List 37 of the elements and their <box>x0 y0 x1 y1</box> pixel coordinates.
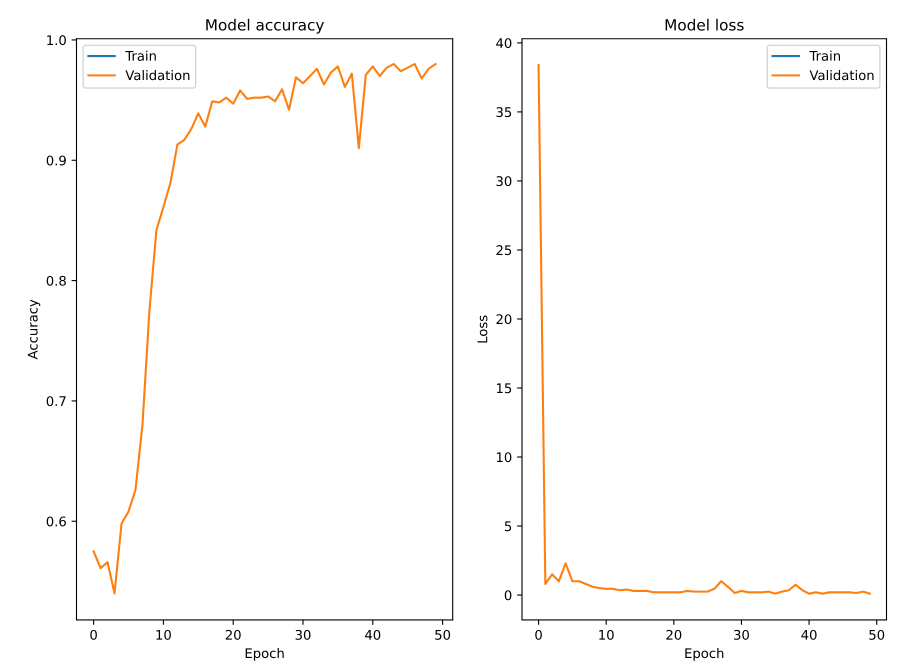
y-tick-label: 15 <box>496 383 512 394</box>
y-tick-label: 0.8 <box>46 276 66 286</box>
x-tick-label: 20 <box>226 630 241 640</box>
x-tick-label: 30 <box>296 630 311 640</box>
y-tick-label: 25 <box>496 245 512 256</box>
y-axis-title: Accuracy <box>28 300 40 360</box>
y-axis-title: Loss <box>478 315 488 342</box>
y-tick-label: 30 <box>496 176 512 186</box>
x-tick-label: 20 <box>666 630 682 640</box>
y-tick-label: 20 <box>496 314 512 324</box>
line-series <box>92 62 437 594</box>
y-tick-label: 0.7 <box>46 396 66 406</box>
y-tick-label: 1.0 <box>47 35 66 46</box>
y-tick-label: 35 <box>496 107 512 118</box>
chart-title: Model accuracy <box>206 18 324 34</box>
x-tick-label: 30 <box>734 630 749 640</box>
legend-label: Validation <box>810 70 874 80</box>
x-axis-title: Epoch <box>246 648 284 661</box>
chart-title: Model loss <box>666 18 744 31</box>
y-tick-label: 0.6 <box>46 516 66 526</box>
y-tick-label: 10 <box>496 452 512 462</box>
legend-label: Train <box>125 50 156 61</box>
y-tick-label: 5 <box>504 521 512 532</box>
legend-label: Validation <box>125 70 190 80</box>
x-tick-label: 50 <box>869 630 884 640</box>
x-axis-title: Epoch <box>685 648 724 661</box>
x-tick-label: 40 <box>365 630 380 640</box>
x-tick-label: 0 <box>535 630 542 640</box>
x-tick-label: 50 <box>435 630 450 640</box>
legend-label: Train <box>809 50 840 61</box>
x-tick-label: 0 <box>90 630 97 640</box>
x-tick-label: 40 <box>801 630 817 640</box>
y-tick-label: 0.9 <box>46 155 66 166</box>
y-tick-label: 40 <box>496 38 512 48</box>
y-tick-label: 0 <box>504 590 512 600</box>
x-tick-label: 10 <box>599 630 614 640</box>
x-tick-label: 10 <box>156 630 171 640</box>
